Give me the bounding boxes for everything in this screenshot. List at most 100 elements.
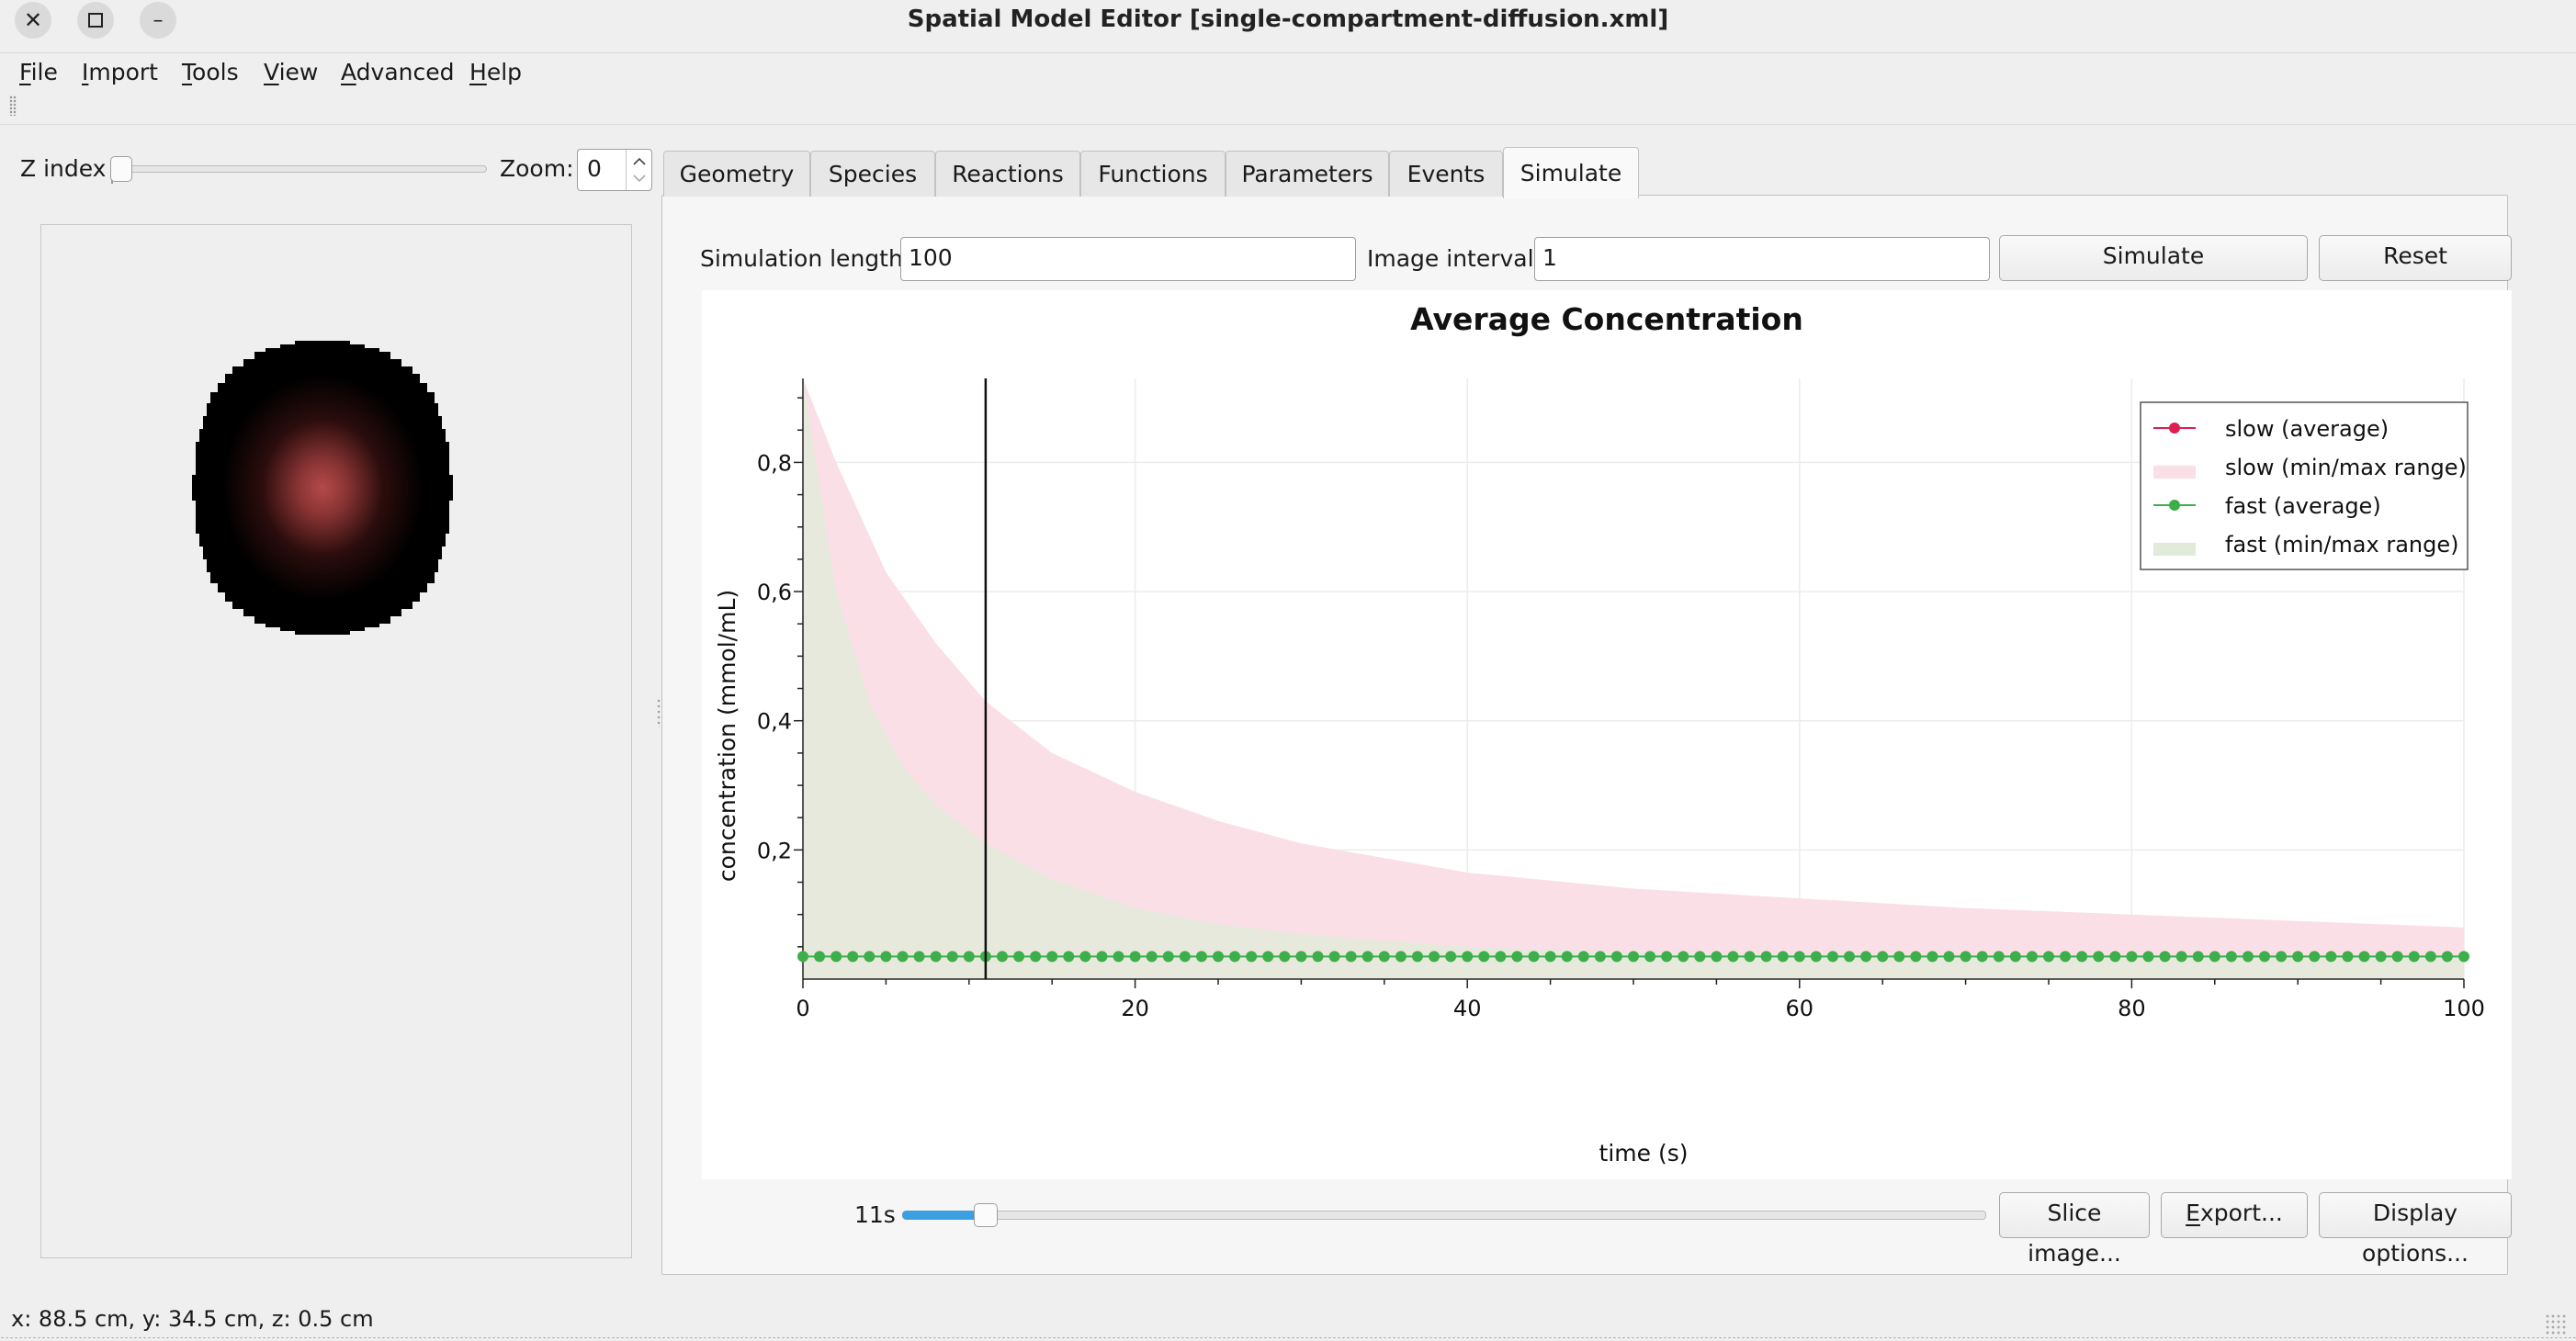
fast-average-point	[1893, 951, 1905, 963]
fast-average-point	[1744, 951, 1756, 963]
simulate-button[interactable]: Simulate	[1999, 235, 2308, 281]
fast-average-point	[2276, 951, 2288, 963]
fast-average-point	[913, 951, 925, 963]
time-slider[interactable]	[902, 1211, 1986, 1220]
fast-average-point	[1976, 951, 1988, 963]
tab-events[interactable]: Events	[1389, 151, 1503, 197]
menu-file[interactable]: File	[19, 59, 58, 85]
legend-swatch-area	[2153, 466, 2196, 479]
slice-image-button[interactable]: Slice image...	[1999, 1192, 2150, 1267]
tab-geometry[interactable]: Geometry	[663, 151, 810, 197]
reset-button[interactable]: Reset	[2319, 235, 2512, 281]
time-label: 11s	[854, 1201, 896, 1228]
fast-average-point	[2242, 951, 2254, 963]
x-axis-label: time (s)	[1599, 1140, 1689, 1166]
chart-ranges	[803, 378, 2464, 979]
export-button[interactable]: Export...	[2161, 1192, 2308, 1238]
z-index-slider-handle[interactable]	[110, 156, 132, 182]
fast-average-point	[1129, 951, 1141, 963]
fast-average-point	[897, 951, 909, 963]
fast-average-point	[1195, 951, 1207, 963]
resize-grip[interactable]	[2545, 1313, 2567, 1335]
fast-average-point	[1013, 951, 1025, 963]
menu-import[interactable]: Import	[82, 59, 158, 85]
z-index-slider[interactable]	[110, 165, 487, 173]
image-interval-input[interactable]: 1	[1534, 237, 1990, 281]
tab-simulate[interactable]: Simulate	[1503, 147, 1639, 198]
tab-species[interactable]: Species	[810, 151, 935, 197]
fast-average-point	[1096, 951, 1108, 963]
fast-average-point	[1462, 951, 1474, 963]
fast-average-point	[1844, 951, 1856, 963]
fast-average-point	[1644, 951, 1656, 963]
fast-average-point	[2342, 951, 2354, 963]
spin-up-icon[interactable]	[632, 157, 647, 166]
menu-advanced[interactable]: Advanced	[341, 59, 455, 85]
menu-help[interactable]: Help	[469, 59, 523, 85]
spin-down-icon[interactable]	[632, 174, 647, 183]
fast-average-point	[1628, 951, 1639, 963]
fast-average-point	[2126, 951, 2138, 963]
fast-average-point	[996, 951, 1008, 963]
y-tick-label: 0,8	[757, 450, 792, 476]
fast-average-point	[1478, 951, 1490, 963]
fast-average-point	[963, 951, 975, 963]
fast-average-point	[1793, 951, 1805, 963]
menu-view[interactable]: View	[264, 59, 319, 85]
close-window-button[interactable]: ✕	[15, 2, 51, 39]
close-icon: ✕	[23, 7, 43, 33]
geometry-image-view[interactable]	[40, 224, 632, 1258]
fast-average-point	[2175, 951, 2187, 963]
fast-average-point	[946, 951, 958, 963]
image-interval-label: Image interval:	[1367, 245, 1542, 272]
toolbar	[0, 92, 2576, 125]
tab-reactions[interactable]: Reactions	[935, 151, 1080, 197]
fast-average-point	[1312, 951, 1324, 963]
slow-range-area	[803, 378, 2464, 979]
minimize-icon: –	[153, 8, 164, 32]
time-slider-handle[interactable]	[974, 1203, 999, 1227]
zoom-spinbox[interactable]: 0	[577, 149, 652, 191]
tab-functions[interactable]: Functions	[1080, 151, 1226, 197]
fast-average-point	[1395, 951, 1407, 963]
fast-average-point	[1146, 951, 1158, 963]
fast-average-point	[1262, 951, 1274, 963]
fast-average-point	[1229, 951, 1241, 963]
fast-average-point	[1279, 951, 1291, 963]
fast-average-point	[1943, 951, 1955, 963]
fast-average-point	[1594, 951, 1606, 963]
tab-parameters[interactable]: Parameters	[1226, 151, 1389, 197]
fast-average-point	[1910, 951, 1922, 963]
fast-average-point	[1810, 951, 1822, 963]
menu-tools[interactable]: Tools	[182, 59, 239, 85]
toolbar-grip-handle[interactable]	[9, 96, 17, 116]
fast-average-point	[2292, 951, 2304, 963]
simulation-length-input[interactable]: 100	[900, 237, 1356, 281]
legend-label: slow (average)	[2225, 416, 2389, 442]
status-bar-separator	[0, 1336, 2576, 1339]
fast-average-point	[1777, 951, 1789, 963]
fast-average-point	[1063, 951, 1075, 963]
splitter-handle[interactable]	[656, 698, 661, 727]
fast-average-point	[1528, 951, 1540, 963]
fast-average-point	[2209, 951, 2220, 963]
chart-series	[797, 378, 2469, 979]
fast-average-point	[1328, 951, 1340, 963]
fast-average-point	[1661, 951, 1673, 963]
fast-average-point	[2026, 951, 2038, 963]
fast-average-point	[2043, 951, 2054, 963]
concentration-chart[interactable]: Average Concentration 0 20 40 60 80 100 0,2 0,4…	[702, 290, 2512, 1179]
display-options-button[interactable]: Display options...	[2319, 1192, 2512, 1267]
fast-average-point	[2408, 951, 2420, 963]
x-tick-label: 60	[1786, 996, 1814, 1021]
fast-average-point	[1926, 951, 1938, 963]
fast-average-point	[1511, 951, 1523, 963]
fast-average-point	[1046, 951, 1058, 963]
fast-average-point	[2009, 951, 2021, 963]
fast-average-point	[1246, 951, 1258, 963]
fast-average-point	[2192, 951, 2204, 963]
maximize-window-button[interactable]	[77, 2, 114, 39]
minimize-window-button[interactable]: –	[140, 2, 176, 39]
fast-average-point	[1445, 951, 1457, 963]
menu-bar: File Import Tools View Advanced Help	[0, 53, 2576, 92]
